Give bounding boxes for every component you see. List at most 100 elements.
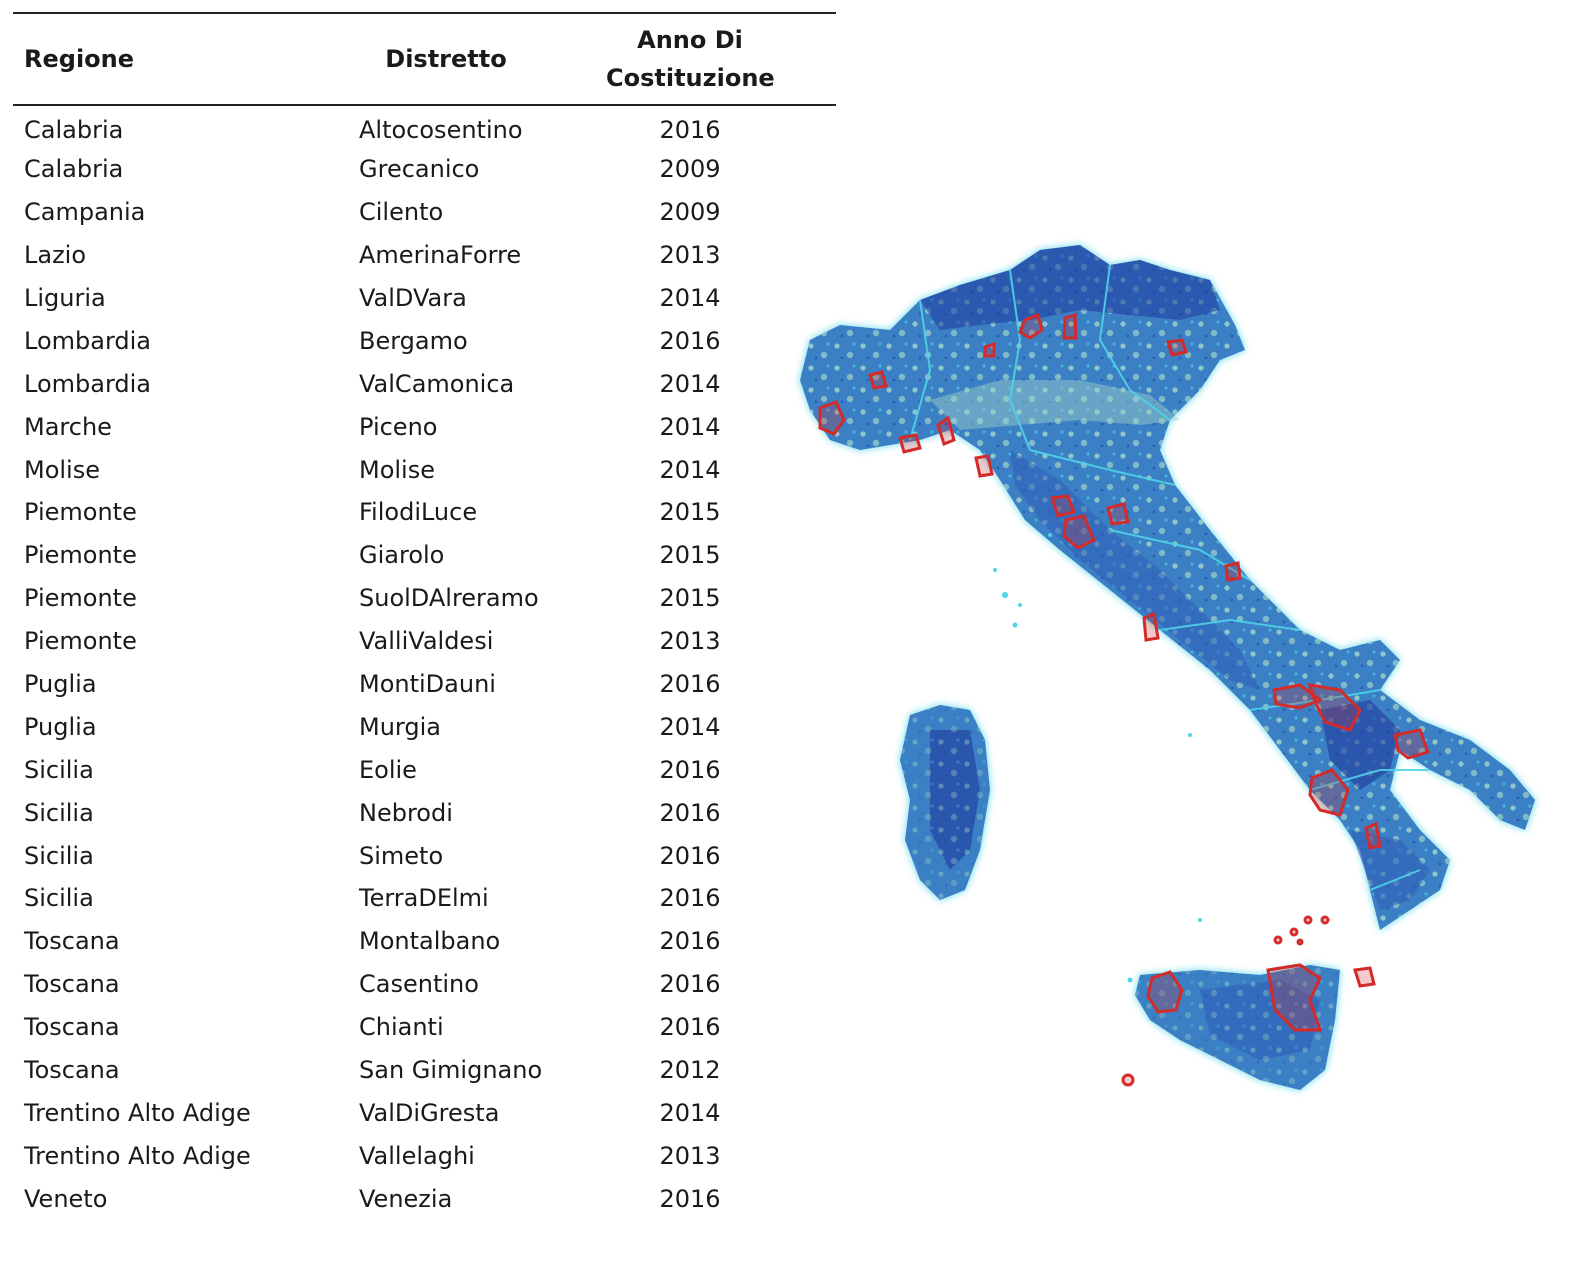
cell-regione: Sicilia: [24, 841, 94, 870]
cell-distretto: ValDiGresta: [359, 1098, 500, 1127]
cell-anno: 2009: [659, 155, 721, 184]
cell-anno: 2016: [659, 798, 721, 827]
cell-distretto: Cilento: [359, 198, 444, 227]
cell-distretto: Eolie: [359, 755, 417, 784]
cell-distretto: ValDVara: [359, 284, 467, 312]
cell-distretto: TerraDElmi: [359, 884, 489, 913]
table-row: Calabria Grecanico 2009: [13, 148, 836, 191]
cell-distretto: Grecanico: [359, 155, 480, 184]
cell-regione: Marche: [24, 412, 112, 441]
table-row: Toscana Casentino 2016: [13, 963, 836, 1006]
header-anno-line2: Costituzione: [606, 64, 775, 92]
cell-distretto: San Gimignano: [359, 1056, 543, 1085]
cell-anno: 2016: [659, 326, 721, 355]
cell-distretto: Altocosentino: [359, 115, 523, 144]
cell-anno: 2015: [659, 498, 721, 527]
table-row: Sicilia TerraDElmi 2016: [13, 877, 836, 920]
cell-regione: Sicilia: [24, 755, 94, 784]
cell-distretto: Giarolo: [359, 541, 445, 570]
cell-distretto: Piceno: [359, 412, 438, 441]
table-row: Lombardia ValCamonica 2014: [13, 362, 836, 405]
table-row: Toscana San Gimignano 2012: [13, 1049, 836, 1092]
table-row: Piemonte ValliValdesi 2013: [13, 620, 836, 663]
cell-anno: 2012: [659, 1056, 721, 1085]
cell-anno: 2015: [659, 541, 721, 570]
table-row: Sicilia Nebrodi 2016: [13, 791, 836, 834]
cell-anno: 2013: [659, 241, 721, 270]
cell-anno: 2014: [659, 284, 721, 312]
italy-mainland: [800, 245, 1535, 930]
cell-anno: 2016: [659, 755, 721, 784]
cell-anno: 2016: [659, 670, 721, 699]
cell-regione: Puglia: [24, 712, 97, 741]
cell-anno: 2013: [659, 627, 721, 656]
table-row: Marche Piceno 2014: [13, 405, 836, 448]
cell-distretto: AmerinaForre: [359, 241, 522, 270]
cell-anno: 2014: [659, 712, 721, 741]
table-row: Sicilia Simeto 2016: [13, 834, 836, 877]
cell-distretto: Vallelaghi: [359, 1141, 475, 1170]
cell-anno: 2014: [659, 369, 721, 398]
districts-table-container: Regione Distretto Anno Di Costituzione C…: [13, 12, 836, 1220]
table-row: Lombardia Bergamo 2016: [13, 319, 836, 362]
cell-distretto: ValliValdesi: [359, 627, 494, 656]
cell-distretto: Casentino: [359, 970, 479, 999]
cell-regione: Toscana: [24, 1013, 120, 1042]
cell-anno: 2009: [659, 198, 721, 227]
table-row: Campania Cilento 2009: [13, 191, 836, 234]
cell-anno: 2014: [659, 455, 721, 484]
cell-regione: Puglia: [24, 670, 97, 699]
table-row: Piemonte SuolDAlreramo 2015: [13, 577, 836, 620]
table-row: Calabria Altocosentino 2016: [13, 105, 836, 148]
table-row: Trentino Alto Adige Vallelaghi 2013: [13, 1134, 836, 1177]
cell-distretto: Venezia: [359, 1184, 453, 1213]
sicily: [1135, 965, 1340, 1090]
table-header-row: Regione Distretto Anno Di Costituzione: [13, 13, 836, 105]
table-row: Toscana Chianti 2016: [13, 1006, 836, 1049]
cell-regione: Calabria: [24, 155, 124, 184]
cell-regione: Piemonte: [24, 498, 137, 527]
italy-map: [800, 245, 1535, 1090]
cell-distretto: MontiDauni: [359, 670, 496, 699]
cell-regione: Toscana: [24, 927, 120, 956]
cell-distretto: SuolDAlreramo: [359, 584, 539, 613]
table-row: Trentino Alto Adige ValDiGresta 2014: [13, 1091, 836, 1134]
cell-anno: 2016: [659, 841, 721, 870]
cell-regione: Piemonte: [24, 541, 137, 570]
cell-regione: Piemonte: [24, 627, 137, 656]
cell-regione: Liguria: [24, 284, 106, 312]
districts-table: Regione Distretto Anno Di Costituzione C…: [13, 12, 836, 1220]
cell-regione: Campania: [24, 198, 146, 227]
cell-regione: Lombardia: [24, 369, 152, 398]
cell-anno: 2014: [659, 1098, 721, 1127]
cell-distretto: Chianti: [359, 1013, 444, 1042]
cell-regione: Toscana: [24, 1056, 120, 1085]
table-row: Lazio AmerinaForre 2013: [13, 234, 836, 277]
district-outlines: [818, 313, 1430, 1087]
cell-regione: Lazio: [24, 241, 87, 270]
cell-distretto: Bergamo: [359, 326, 468, 355]
table-body: Calabria Altocosentino 2016 Calabria Grecani…: [13, 105, 836, 1220]
cell-anno: 2016: [659, 884, 721, 913]
cell-regione: Trentino Alto Adige: [24, 1141, 251, 1170]
cell-anno: 2016: [659, 927, 721, 956]
cell-regione: Piemonte: [24, 584, 137, 613]
cell-anno: 2015: [659, 584, 721, 613]
cell-anno: 2016: [659, 970, 721, 999]
cell-regione: Sicilia: [24, 798, 94, 827]
table-row: Piemonte FilodiLuce 2015: [13, 491, 836, 534]
cell-distretto: FilodiLuce: [359, 498, 478, 527]
cell-distretto: ValCamonica: [359, 369, 515, 398]
header-distretto: Distretto: [385, 45, 507, 73]
sardinia: [900, 705, 990, 900]
table-row: Puglia Murgia 2014: [13, 705, 836, 748]
cell-distretto: Molise: [359, 455, 435, 484]
cell-anno: 2016: [659, 115, 721, 144]
table-row: Puglia MontiDauni 2016: [13, 663, 836, 706]
cell-anno: 2016: [659, 1184, 721, 1213]
cell-regione: Trentino Alto Adige: [24, 1098, 251, 1127]
table-row: Molise Molise 2014: [13, 448, 836, 491]
header-anno: Anno Di Costituzione: [606, 13, 836, 105]
cell-regione: Lombardia: [24, 326, 152, 355]
table-row: Liguria ValDVara 2014: [13, 277, 836, 320]
